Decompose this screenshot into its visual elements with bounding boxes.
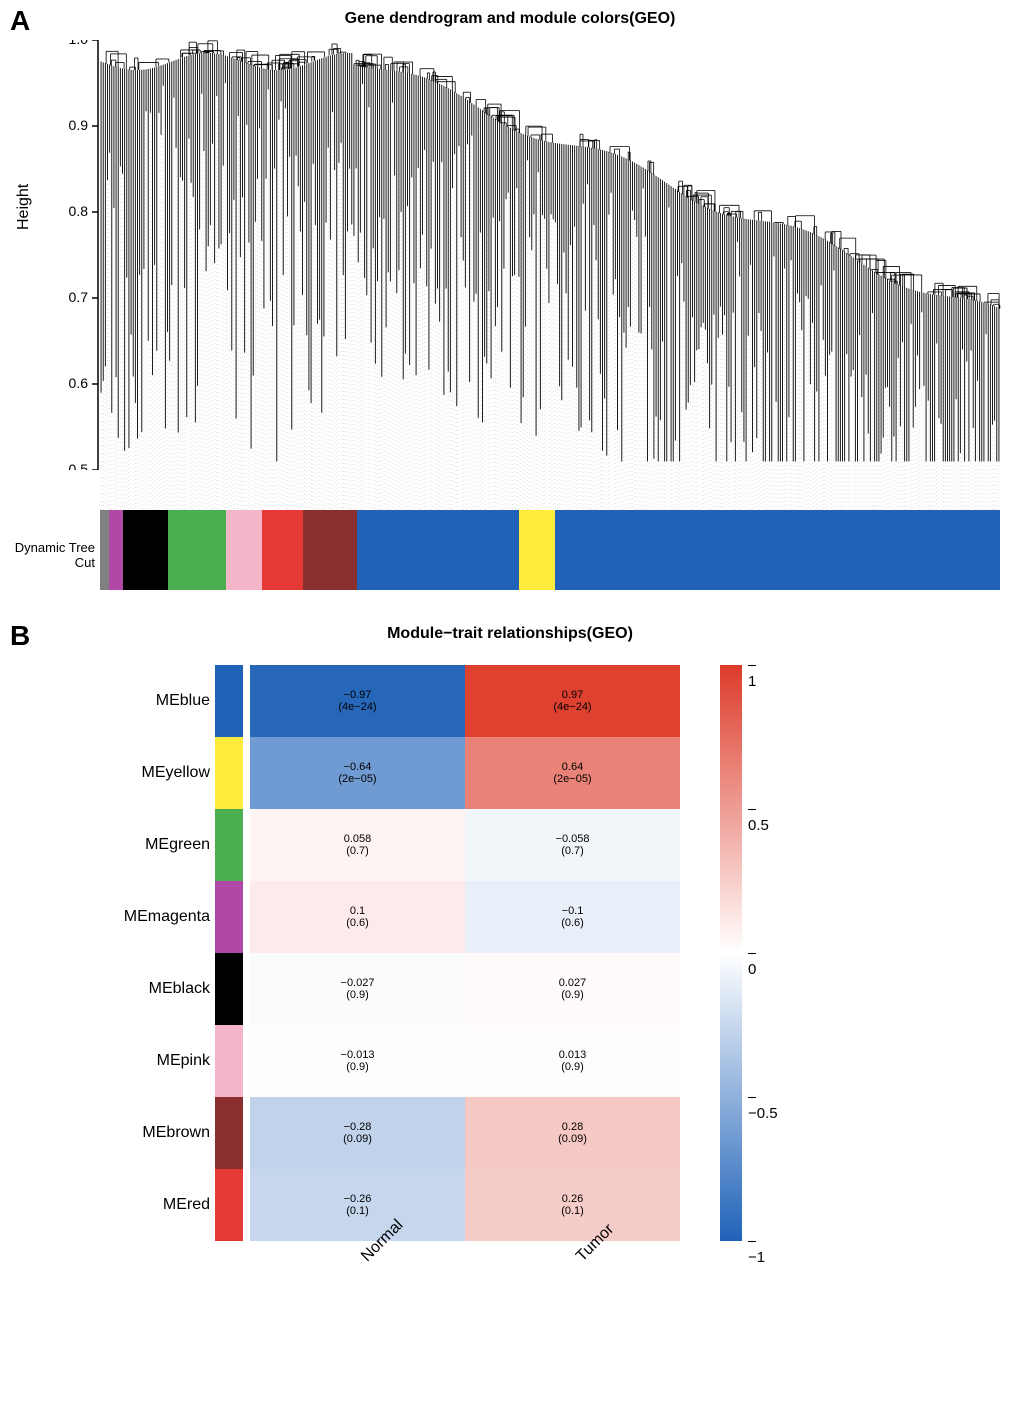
cell-pvalue: (0.6): [561, 917, 584, 929]
cell-correlation: −0.027: [341, 977, 375, 989]
colorbar-tick: −1: [748, 1232, 765, 1266]
heatmap-cell: −0.97(4e−24): [250, 665, 465, 737]
cell-correlation: 0.1: [350, 905, 365, 917]
cell-pvalue: (0.1): [561, 1205, 584, 1217]
cell-pvalue: (0.9): [561, 989, 584, 1001]
colorbar-tick: 0: [748, 944, 762, 978]
cell-pvalue: (0.7): [561, 845, 584, 857]
heatmap-cell: 0.058(0.7): [250, 809, 465, 881]
panel-b-title: Module−trait relationships(GEO): [0, 625, 1020, 643]
module-segment: [303, 510, 357, 590]
svg-text:1.0: 1.0: [69, 40, 89, 47]
cell-correlation: −0.058: [556, 833, 590, 845]
cell-pvalue: (0.09): [558, 1133, 587, 1145]
cell-correlation: 0.058: [344, 833, 372, 845]
cell-pvalue: (4e−24): [553, 701, 591, 713]
row-label: MEblue: [80, 665, 210, 737]
row-swatch: [215, 665, 243, 737]
row-swatch: [215, 809, 243, 881]
module-segment: [519, 510, 555, 590]
cell-correlation: 0.28: [562, 1121, 583, 1133]
heatmap-cell: 0.027(0.9): [465, 953, 680, 1025]
cell-pvalue: (0.9): [561, 1061, 584, 1073]
svg-text:0.5: 0.5: [69, 461, 89, 470]
module-segment: [168, 510, 227, 590]
cell-pvalue: (0.09): [343, 1133, 372, 1145]
svg-text:0.9: 0.9: [69, 117, 89, 133]
module-segment: [109, 510, 123, 590]
module-segment: [357, 510, 519, 590]
row-label: MEbrown: [80, 1097, 210, 1169]
panel-b: B Module−trait relationships(GEO) −0.97(…: [0, 620, 1020, 1420]
heatmap-cell: −0.1(0.6): [465, 881, 680, 953]
row-label: MEyellow: [80, 737, 210, 809]
panel-a-title: Gene dendrogram and module colors(GEO): [0, 10, 1020, 28]
dendrogram-plot: [100, 40, 1000, 470]
colorbar-tick: 1: [748, 656, 762, 690]
row-swatch: [215, 1169, 243, 1241]
cell-pvalue: (0.6): [346, 917, 369, 929]
row-label: MEgreen: [80, 809, 210, 881]
heatmap-row-swatches: [215, 665, 243, 1241]
cell-correlation: 0.97: [562, 689, 583, 701]
heatmap-cell: 0.64(2e−05): [465, 737, 680, 809]
cell-correlation: −0.64: [344, 761, 372, 773]
heatmap-cell: −0.058(0.7): [465, 809, 680, 881]
module-segment: [262, 510, 303, 590]
heatmap-cell: −0.64(2e−05): [250, 737, 465, 809]
heatmap-cell: 0.97(4e−24): [465, 665, 680, 737]
dynamic-tree-cut-label: Dynamic Tree Cut: [0, 540, 95, 570]
cell-pvalue: (2e−05): [338, 773, 376, 785]
cell-pvalue: (2e−05): [553, 773, 591, 785]
row-label: MEmagenta: [80, 881, 210, 953]
colorbar: [720, 665, 742, 1241]
cell-correlation: 0.26: [562, 1193, 583, 1205]
row-swatch: [215, 1025, 243, 1097]
row-swatch: [215, 881, 243, 953]
cell-pvalue: (0.7): [346, 845, 369, 857]
module-segment: [226, 510, 262, 590]
cell-pvalue: (0.1): [346, 1205, 369, 1217]
row-label: MEblack: [80, 953, 210, 1025]
module-segment: [100, 510, 109, 590]
heatmap-cell: −0.027(0.9): [250, 953, 465, 1025]
cell-correlation: −0.1: [562, 905, 584, 917]
colorbar-tick: −0.5: [748, 1088, 778, 1122]
cell-correlation: −0.26: [344, 1193, 372, 1205]
row-swatch: [215, 737, 243, 809]
module-segment: [555, 510, 1001, 590]
dendro-y-axis: 0.5 0.6 0.7 0.8 0.9 1.0: [60, 40, 100, 470]
heatmap-cell: −0.28(0.09): [250, 1097, 465, 1169]
cell-correlation: 0.013: [559, 1049, 587, 1061]
cell-correlation: 0.027: [559, 977, 587, 989]
row-swatch: [215, 953, 243, 1025]
cell-pvalue: (0.9): [346, 989, 369, 1001]
heatmap-cell: 0.28(0.09): [465, 1097, 680, 1169]
module-segment: [123, 510, 168, 590]
panel-a: A Gene dendrogram and module colors(GEO)…: [0, 0, 1020, 620]
heatmap-column-labels: NormalTumor: [250, 1253, 680, 1333]
heatmap-row-labels: MEblueMEyellowMEgreenMEmagentaMEblackMEp…: [80, 665, 210, 1241]
row-swatch: [215, 1097, 243, 1169]
cell-correlation: −0.013: [341, 1049, 375, 1061]
cell-correlation: −0.97: [344, 689, 372, 701]
module-color-bar: [100, 510, 1000, 590]
cell-pvalue: (4e−24): [338, 701, 376, 713]
svg-text:0.6: 0.6: [69, 375, 89, 391]
heatmap-cell: 0.013(0.9): [465, 1025, 680, 1097]
height-axis-label: Height: [15, 184, 33, 230]
heatmap-cell: −0.26(0.1): [250, 1169, 465, 1241]
cell-correlation: −0.28: [344, 1121, 372, 1133]
cell-correlation: 0.64: [562, 761, 583, 773]
colorbar-tick: 0.5: [748, 800, 769, 834]
module-trait-heatmap: −0.97(4e−24)0.97(4e−24)−0.64(2e−05)0.64(…: [250, 665, 680, 1241]
heatmap-cell: 0.26(0.1): [465, 1169, 680, 1241]
row-label: MEred: [80, 1169, 210, 1241]
svg-text:0.8: 0.8: [69, 203, 89, 219]
heatmap-cell: 0.1(0.6): [250, 881, 465, 953]
svg-text:0.7: 0.7: [69, 289, 89, 305]
row-label: MEpink: [80, 1025, 210, 1097]
cell-pvalue: (0.9): [346, 1061, 369, 1073]
heatmap-cell: −0.013(0.9): [250, 1025, 465, 1097]
